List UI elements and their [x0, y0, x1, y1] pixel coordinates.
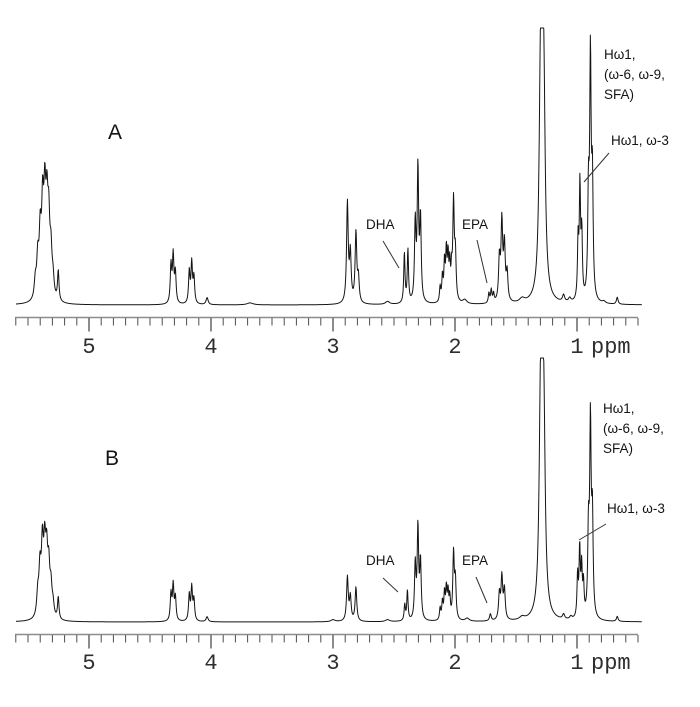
- epa-label-B: EPA: [462, 551, 488, 571]
- tick-label-1-A: 1: [570, 335, 583, 360]
- h-omega1-majority-label-line-0: Hω1,: [603, 401, 635, 416]
- epa-label-line-0: EPA: [462, 553, 489, 568]
- tick-label-3-B: 3: [326, 651, 339, 676]
- tick-label-5-A: 5: [82, 335, 95, 360]
- epa-label-line-0: EPA: [462, 217, 489, 232]
- tick-label-3-A: 3: [326, 335, 339, 360]
- h-omega1-omega3-label-A: Hω1, ω-3: [611, 131, 669, 151]
- tick-label-2-B: 2: [448, 651, 461, 676]
- tick-label-5-B: 5: [82, 651, 95, 676]
- h-omega1-omega3-label-B: Hω1, ω-3: [607, 499, 665, 519]
- leader-line-h-omega1-omega3-label-A: [583, 152, 610, 183]
- leader-line-dha-label-B: [382, 577, 399, 593]
- leader-line-h-omega1-omega3-label-B: [578, 523, 607, 541]
- h-omega1-majority-label-line-0: Hω1,: [604, 47, 636, 62]
- tick-label-4-B: 4: [204, 651, 217, 676]
- tick-label-1-B: 1: [570, 651, 583, 676]
- leader-line-epa-label-B: [475, 576, 488, 604]
- dha-label-line-0: DHA: [366, 217, 395, 232]
- panel-label-B: B: [105, 447, 120, 470]
- epa-label-A: EPA: [462, 215, 488, 235]
- axis-unit-label-A: ppm: [591, 335, 631, 360]
- dha-label-line-0: DHA: [366, 553, 395, 568]
- dha-label-B: DHA: [366, 551, 395, 571]
- h-omega1-majority-label-line-2: SFA): [603, 441, 634, 456]
- tick-label-2-A: 2: [448, 335, 461, 360]
- h-omega1-majority-label-A: Hω1, (ω-6, ω-9, SFA): [604, 45, 665, 105]
- axis-unit-label-B: ppm: [591, 651, 631, 676]
- h-omega1-omega3-label-line-0: Hω1, ω-3: [611, 133, 669, 148]
- h-omega1-majority-label-line-1: (ω-6, ω-9,: [603, 421, 664, 436]
- dha-label-A: DHA: [366, 215, 395, 235]
- tick-label-4-A: 4: [204, 335, 217, 360]
- leader-line-epa-label-A: [476, 239, 488, 284]
- h-omega1-omega3-label-line-0: Hω1, ω-3: [607, 501, 665, 516]
- h-omega1-majority-label-line-1: (ω-6, ω-9,: [604, 67, 665, 82]
- panel-label-A: A: [108, 121, 123, 144]
- nmr-trace-B: [15, 357, 642, 623]
- leader-line-dha-label-A: [382, 240, 400, 269]
- h-omega1-majority-label-line-2: SFA): [604, 87, 635, 102]
- nmr-trace-A: [15, 27, 642, 306]
- h-omega1-majority-label-B: Hω1, (ω-6, ω-9, SFA): [603, 399, 664, 459]
